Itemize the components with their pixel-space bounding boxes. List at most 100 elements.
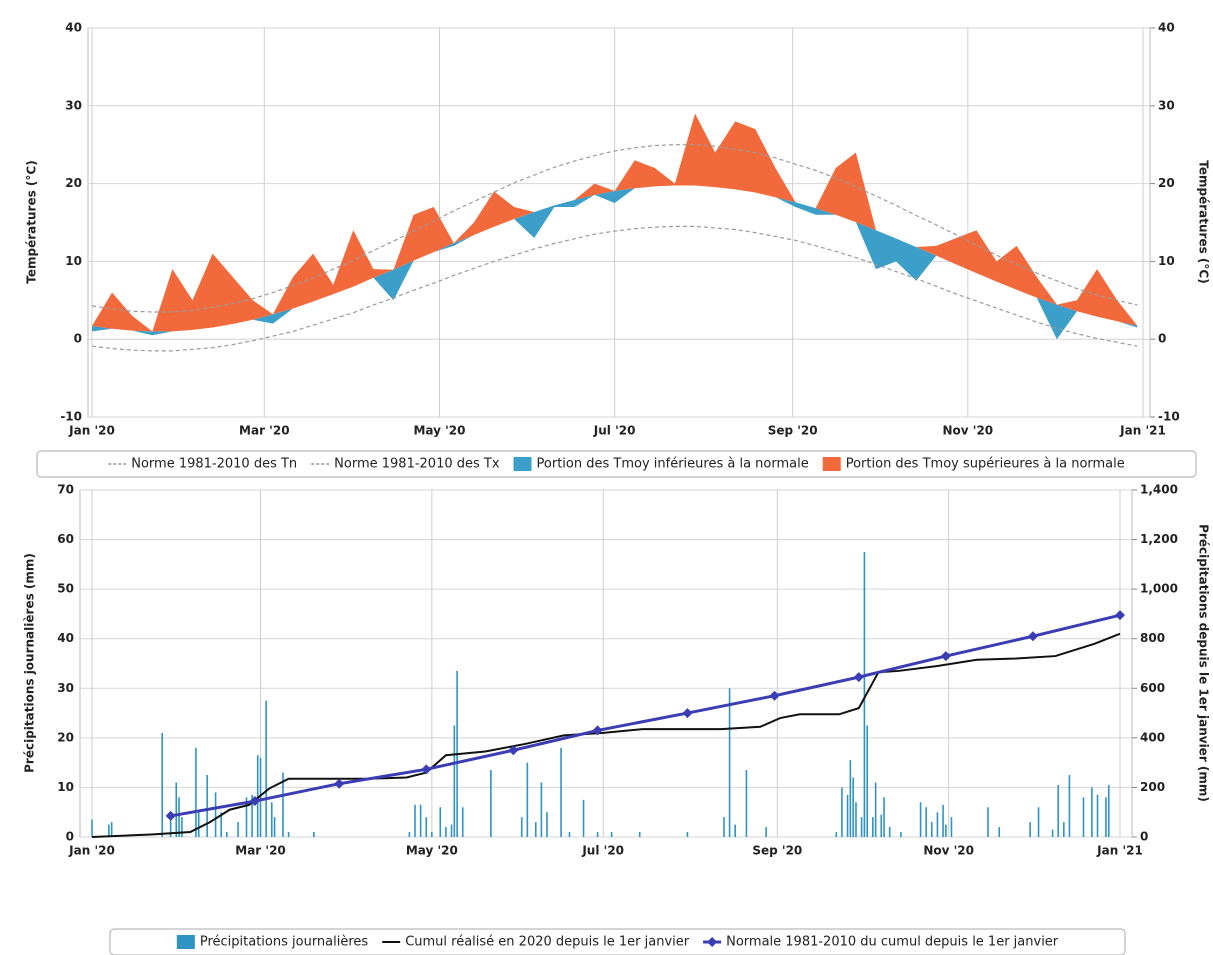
precip-bar	[765, 827, 767, 837]
y2-tick-label: 600	[1140, 681, 1165, 695]
marker	[165, 810, 176, 821]
precip-bar	[888, 827, 891, 837]
precip-bar	[638, 832, 641, 837]
marker	[334, 778, 345, 789]
precip-bar	[313, 832, 315, 837]
above-normal-area	[92, 113, 1138, 332]
precip-bar	[270, 802, 273, 837]
y2-tick-label: 800	[1140, 631, 1165, 645]
precip-bar	[178, 797, 180, 837]
legend-label: Portion des Tmoy inférieures à la normal…	[537, 457, 809, 472]
marker	[769, 690, 780, 701]
precip-bar	[408, 832, 411, 837]
plot-area	[79, 489, 1133, 838]
precip-bar	[520, 817, 523, 837]
precip-bar	[1091, 787, 1093, 837]
x-tick-label: Jan '20	[68, 844, 115, 858]
y2-tick-label: 1,400	[1140, 483, 1178, 497]
precip-bar	[582, 799, 585, 837]
precip-bar	[852, 777, 854, 837]
legend-label: Portion des Tmoy supérieures à la normal…	[846, 457, 1125, 472]
precip-bar	[745, 770, 748, 837]
x-tick-label: Jul '20	[581, 844, 624, 858]
precip-bar	[835, 832, 838, 837]
precip-bar	[175, 782, 178, 837]
x-tick-label: Sep '20	[752, 844, 802, 858]
precip-bar	[226, 832, 228, 837]
legend-label: Précipitations journalières	[200, 935, 369, 950]
x-tick-label: Jan '21	[1119, 424, 1166, 438]
y-tick-label: 0	[74, 332, 82, 346]
x-tick-label: Nov '20	[942, 424, 993, 438]
y2-axis-title: Précipitations depuis le 1er janvier (mm…	[1197, 524, 1211, 802]
precip-bar	[273, 817, 276, 837]
precip-bar	[900, 832, 902, 837]
y2-tick-label: 30	[1158, 98, 1175, 112]
precip-bar	[1051, 829, 1054, 837]
legend: Norme 1981-2010 des Tn Norme 1981-2010 de…	[36, 450, 1197, 478]
precip-bar	[425, 817, 428, 837]
below-normal-area	[92, 185, 1138, 340]
legend: Précipitations journalières Cumul réalisé…	[109, 928, 1126, 955]
precip-bar	[195, 747, 197, 837]
precip-bar	[256, 755, 259, 837]
precip-bar	[169, 817, 172, 837]
precip-bar	[610, 832, 613, 837]
y2-tick-label: 0	[1140, 830, 1148, 844]
normal-line	[91, 225, 1138, 352]
precip-bar	[1068, 775, 1071, 837]
y-tick-label: 10	[65, 254, 82, 268]
precip-bar	[987, 807, 989, 837]
legend-label: Norme 1981-2010 des Tx	[334, 457, 500, 472]
y-tick-label: 30	[65, 98, 82, 112]
precip-bar	[1057, 784, 1060, 837]
legend-swatch	[513, 457, 532, 471]
precip-bar	[863, 551, 866, 837]
precip-bar	[251, 794, 253, 837]
precip-bar	[596, 832, 599, 837]
precip-bar	[91, 819, 93, 837]
precip-bar	[1037, 807, 1040, 837]
precip-bar	[181, 817, 183, 837]
x-tick-label: Sep '20	[768, 424, 818, 438]
y2-tick-label: 10	[1158, 254, 1175, 268]
marker	[1115, 610, 1125, 621]
legend-label: Cumul réalisé en 2020 depuis le 1er janv…	[405, 935, 690, 950]
y-tick-label: 70	[57, 483, 74, 497]
precip-bar	[919, 802, 922, 837]
precip-bar	[841, 787, 843, 837]
precip-bar	[560, 747, 562, 837]
y-tick-label: 10	[57, 780, 74, 794]
marker	[940, 651, 951, 662]
x-tick-label: May '20	[413, 424, 465, 438]
y2-tick-label: 1,000	[1140, 582, 1178, 596]
precip-bar	[872, 817, 874, 837]
marker	[1027, 631, 1038, 642]
marker	[421, 764, 432, 775]
precip-bar	[942, 804, 944, 837]
precip-bar	[568, 832, 571, 837]
y2-tick-label: -10	[1158, 410, 1180, 424]
precip-bar	[445, 827, 447, 837]
y-tick-label: 40	[65, 21, 82, 35]
x-tick-label: Jan '20	[68, 424, 115, 438]
x-tick-label: Nov '20	[923, 844, 974, 858]
precip-bar	[880, 814, 883, 837]
precip-bar	[461, 807, 464, 837]
precip-bar	[846, 794, 849, 837]
precip-bar	[526, 762, 529, 837]
precip-bar	[950, 817, 953, 837]
precip-bar	[161, 732, 164, 837]
precip-bar	[945, 824, 947, 837]
precip-bar	[860, 817, 863, 837]
y-tick-label: 20	[65, 176, 82, 190]
precip-bar	[866, 725, 869, 837]
y-tick-label: 20	[57, 730, 74, 744]
y2-tick-label: 40	[1158, 21, 1175, 35]
precip-bar	[540, 782, 543, 837]
x-tick-label: Jul '20	[593, 424, 636, 438]
x-tick-label: Jan '21	[1096, 844, 1143, 858]
marker	[508, 745, 519, 756]
precip-bar	[728, 688, 731, 837]
marker	[853, 672, 864, 683]
